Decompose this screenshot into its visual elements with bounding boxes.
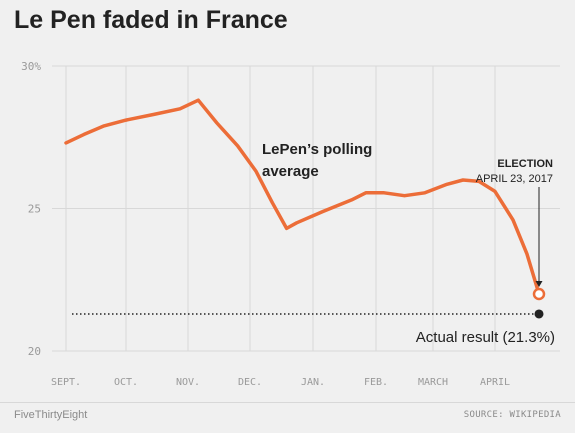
x-tick-label: NOV. xyxy=(176,377,200,388)
election-arrow-head xyxy=(535,281,543,287)
grid-lines xyxy=(52,65,560,352)
x-tick-label: JAN. xyxy=(301,377,325,388)
polling-average-line xyxy=(64,98,541,296)
election-annotation-date: APRIL 23, 2017 xyxy=(476,173,553,185)
election-annotation-title: ELECTION xyxy=(497,158,553,170)
footer-divider xyxy=(0,402,575,403)
series-label-line-1: LePen’s polling xyxy=(262,141,372,158)
x-tick-label: DEC. xyxy=(238,377,262,388)
x-tick-label: APRIL xyxy=(480,377,510,388)
x-tick-label: OCT. xyxy=(114,377,138,388)
chart-title: Le Pen faded in France xyxy=(14,6,288,34)
x-tick-label: FEB. xyxy=(364,377,388,388)
actual-result-marker xyxy=(534,309,544,319)
actual-result-label: Actual result (21.3%) xyxy=(416,329,555,346)
y-tick-label: 25 xyxy=(28,203,41,216)
brand-credit: FiveThirtyEight xyxy=(14,409,88,421)
y-axis-ticks: 30% 25 20 xyxy=(21,60,41,358)
y-tick-label: 30% xyxy=(21,60,41,73)
series-label-line-2: average xyxy=(262,163,319,180)
source-credit: SOURCE: WIKIPEDIA xyxy=(463,410,561,420)
polling-end-marker xyxy=(532,287,546,301)
x-tick-label: MARCH xyxy=(418,377,448,388)
x-tick-label: SEPT. xyxy=(51,377,81,388)
y-tick-label: 20 xyxy=(28,345,41,358)
x-axis-ticks: SEPT. OCT. NOV. DEC. JAN. FEB. MARCH APRIL xyxy=(51,377,510,388)
